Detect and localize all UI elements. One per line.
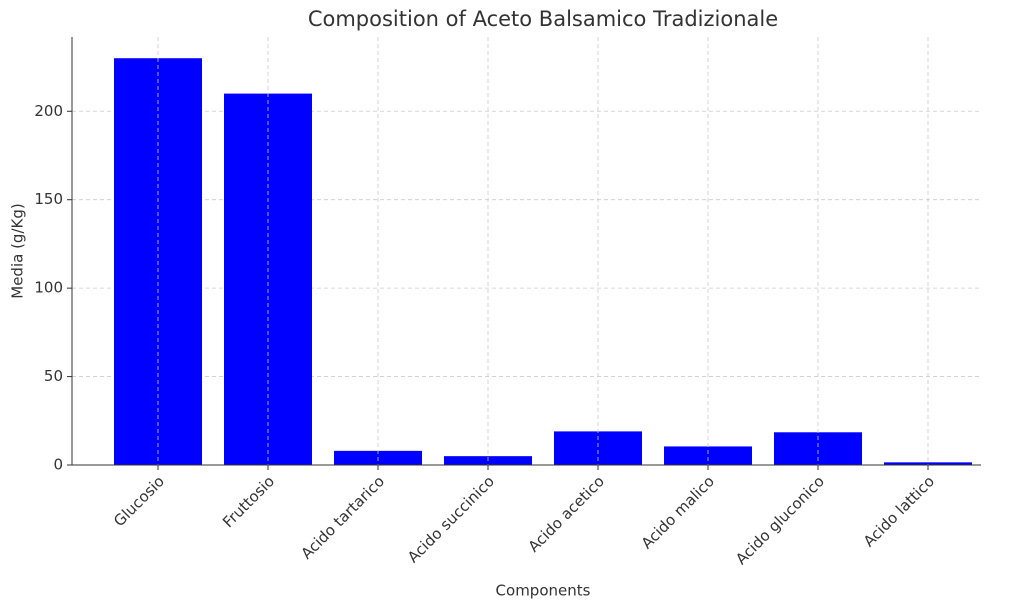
x-tick-label: Acido lattico xyxy=(860,472,938,550)
x-tick-label: Acido tartarico xyxy=(298,472,388,562)
x-tick-label: Acido succinico xyxy=(404,472,498,566)
chart-title: Composition of Aceto Balsamico Tradizion… xyxy=(308,7,778,31)
y-tick-label: 200 xyxy=(34,102,63,120)
x-tick-label: Glucosio xyxy=(110,472,168,530)
y-axis-label: Media (g/Kg) xyxy=(9,203,27,298)
x-tick-label: Acido acetico xyxy=(525,472,608,555)
y-tick-label: 150 xyxy=(34,190,63,208)
y-tick-label: 0 xyxy=(53,456,63,474)
x-tick-label: Acido gluconico xyxy=(732,472,828,568)
y-tick-label: 50 xyxy=(44,367,63,385)
y-tick-label: 100 xyxy=(34,279,63,297)
bar xyxy=(664,446,752,465)
x-tick-label: Fruttosio xyxy=(219,472,278,531)
x-tick-label: Acido malico xyxy=(638,472,718,552)
x-axis-label: Components xyxy=(496,582,591,600)
bar xyxy=(884,462,972,465)
